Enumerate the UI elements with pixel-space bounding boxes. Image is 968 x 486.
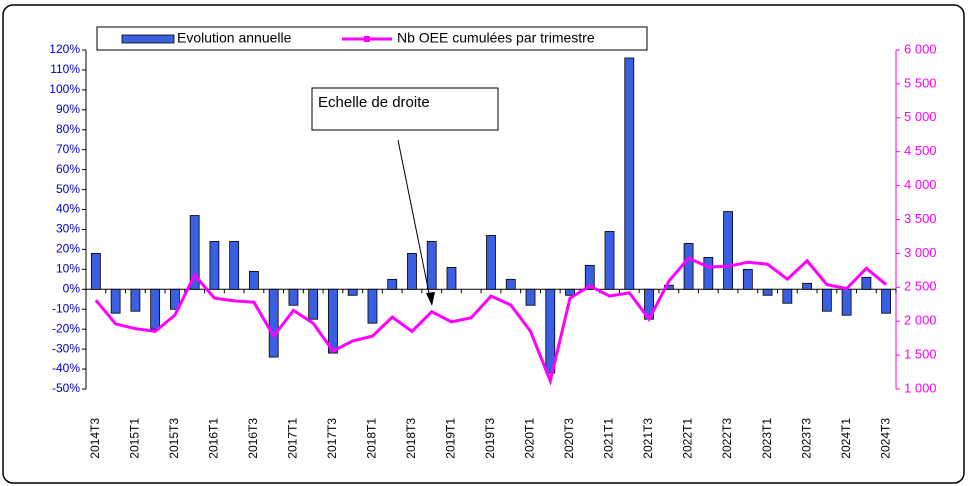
bar	[249, 270, 259, 290]
y-tick-label: 10%	[56, 262, 80, 276]
y-tick-label: 20%	[56, 242, 80, 256]
bar	[347, 288, 358, 296]
bar	[189, 215, 200, 290]
x-tick-label: 2019T1	[444, 418, 458, 459]
y-tick-label: 0%	[63, 281, 81, 295]
bar	[703, 256, 714, 290]
x-tick-label: 2018T1	[365, 418, 379, 459]
y-tick-label: -30%	[52, 341, 80, 355]
y2-tick-label: 5 000	[904, 109, 937, 124]
bar	[505, 278, 516, 290]
y2-tick-label: 2 500	[904, 279, 937, 294]
y-tick-label: -20%	[52, 321, 80, 335]
y2-tick-label: 3 000	[904, 245, 937, 260]
bar	[821, 288, 832, 312]
y-tick-label: 40%	[56, 202, 80, 216]
bar	[604, 231, 615, 290]
bar	[782, 288, 793, 304]
x-tick-label: 2017T1	[286, 418, 300, 459]
line	[94, 256, 888, 386]
bar	[624, 57, 635, 290]
bar	[841, 288, 852, 316]
x-tick-label: 2020T1	[523, 418, 537, 459]
x-tick-label: 2022T1	[681, 418, 695, 459]
y-tick-label: 110%	[50, 62, 80, 76]
x-tick-label: 2021T3	[641, 418, 655, 459]
legend-swatch	[121, 34, 175, 44]
bar	[545, 288, 556, 374]
y-tick-label: 120%	[49, 42, 80, 56]
legend-marker	[364, 36, 370, 42]
x-tick-label: 2022T3	[720, 418, 734, 459]
y2-tick-label: 1 500	[904, 347, 937, 362]
x-tick-label: 2019T3	[483, 418, 497, 459]
y-tick-label: -40%	[52, 361, 80, 375]
legend-label: Evolution annuelle	[177, 30, 292, 46]
y-tick-label: -50%	[52, 381, 80, 395]
bar	[861, 276, 872, 290]
bar	[723, 211, 733, 290]
bar	[229, 241, 240, 290]
bar	[150, 288, 161, 330]
y-tick-label: 90%	[56, 102, 80, 116]
y-tick-label: 30%	[56, 222, 80, 236]
x-tick-label: 2015T3	[167, 418, 181, 459]
x-tick-label: 2021T1	[602, 418, 616, 459]
bar	[881, 288, 892, 314]
x-tick-label: 2014T3	[88, 418, 102, 459]
bar	[486, 235, 496, 290]
y2-tick-label: 3 500	[904, 211, 937, 226]
bar	[762, 288, 773, 296]
annotation: Echelle de droite	[318, 94, 430, 111]
x-tick-label: 2023T1	[760, 418, 774, 459]
bar	[742, 268, 753, 290]
bar	[525, 288, 536, 306]
bar	[328, 288, 338, 354]
y2-tick-label: 5 500	[904, 75, 937, 90]
bar	[446, 266, 457, 290]
bar	[170, 288, 180, 310]
bar	[209, 241, 220, 290]
y-tick-label: 80%	[56, 122, 80, 136]
x-tick-label: 2018T3	[404, 418, 418, 459]
x-tick-label: 2024T1	[839, 418, 853, 459]
y-tick-label: 100%	[49, 82, 80, 96]
y2-tick-label: 2 000	[904, 313, 937, 328]
x-tick-label: 2020T3	[562, 418, 576, 459]
y2-tick-label: 4 000	[904, 177, 937, 192]
bar	[110, 288, 121, 314]
chart-frame	[2, 4, 965, 484]
bar	[90, 252, 101, 290]
x-tick-label: 2023T3	[799, 418, 813, 459]
bar	[426, 241, 437, 290]
y2-tick-label: 6 000	[904, 41, 937, 56]
bar	[288, 288, 299, 306]
y-tick-label: -10%	[52, 301, 80, 315]
x-tick-label: 2016T1	[207, 418, 221, 459]
y2-tick-label: 4 500	[904, 143, 937, 158]
x-tick-label: 2015T1	[128, 418, 142, 459]
y-tick-label: 70%	[56, 142, 80, 156]
bar	[565, 288, 575, 296]
bar	[584, 264, 595, 290]
bar	[387, 278, 398, 290]
bar	[130, 288, 141, 312]
y-tick-label: 60%	[56, 162, 80, 176]
bar	[308, 288, 319, 320]
arrow-head	[426, 292, 435, 306]
annotation-box	[311, 87, 499, 131]
y-tick-label: 50%	[56, 182, 80, 196]
annotation-arrow	[397, 139, 431, 299]
x-tick-label: 2016T3	[246, 418, 260, 459]
x-tick-label: 2017T3	[325, 418, 339, 459]
bar	[268, 288, 279, 358]
bar	[683, 243, 694, 290]
x-tick-label: 2024T3	[878, 418, 892, 459]
legend-label: Nb OEE cumulées par trimestre	[397, 30, 595, 46]
bar	[367, 288, 378, 324]
bar	[407, 252, 417, 290]
y2-tick-label: 1 000	[904, 380, 937, 395]
bar	[802, 282, 812, 290]
